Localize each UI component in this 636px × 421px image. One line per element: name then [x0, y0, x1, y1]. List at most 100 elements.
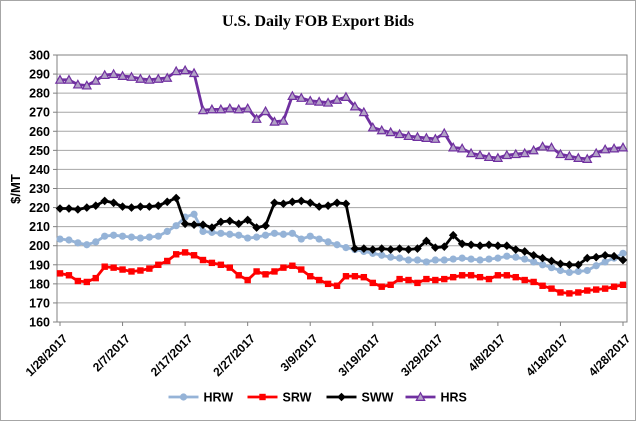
x-tick-label-group: 3/19/2017 — [335, 331, 383, 379]
marker-square — [530, 278, 537, 286]
legend-label-HRW: HRW — [204, 391, 234, 405]
marker-triangle — [510, 148, 521, 159]
marker-triangle — [474, 149, 486, 160]
marker-diamond — [565, 260, 574, 270]
marker-triangle — [358, 106, 370, 117]
series-HRS — [54, 64, 629, 163]
marker-circle — [154, 232, 162, 240]
marker-square — [217, 261, 225, 268]
y-tick-label-240: 240 — [29, 163, 50, 177]
marker-diamond — [180, 219, 190, 229]
marker-diamond — [582, 253, 592, 263]
marker-square — [262, 271, 269, 278]
marker-triangle — [519, 147, 530, 158]
marker-square — [235, 272, 242, 279]
marker-triangle — [412, 131, 423, 142]
marker-diamond — [547, 256, 556, 266]
x-tick-label: 4/8/2017 — [465, 331, 508, 374]
marker-square — [155, 261, 162, 268]
marker-triangle — [537, 141, 548, 151]
marker-triangle — [206, 103, 218, 114]
marker-diamond — [395, 244, 404, 253]
marker-diamond — [109, 198, 118, 208]
marker-triangle — [135, 73, 146, 83]
marker-square — [369, 279, 376, 287]
marker-diamond — [288, 197, 297, 207]
marker-diamond — [475, 241, 485, 251]
marker-triangle — [144, 74, 155, 84]
marker-circle — [324, 238, 332, 246]
marker-diamond — [484, 240, 494, 250]
marker-square — [181, 249, 189, 256]
legend-label-HRS: HRS — [441, 391, 467, 405]
y-tick-label-300: 300 — [29, 49, 50, 63]
marker-circle — [110, 231, 118, 239]
marker-diamond — [341, 199, 351, 209]
marker-circle — [485, 255, 493, 263]
marker-triangle — [546, 142, 557, 152]
marker-circle — [136, 234, 145, 242]
marker-square — [137, 267, 144, 274]
marker-diamond — [73, 205, 83, 214]
marker-square — [164, 257, 171, 265]
marker-diamond — [337, 392, 346, 402]
marker-diamond — [359, 244, 369, 253]
marker-circle — [127, 233, 136, 241]
marker-triangle — [117, 70, 128, 80]
marker-triangle — [269, 116, 280, 126]
marker-square — [271, 268, 278, 275]
marker-square — [360, 273, 368, 281]
marker-triangle — [367, 122, 378, 132]
marker-diamond — [279, 199, 288, 209]
marker-diamond — [502, 241, 512, 251]
marker-diamond — [189, 220, 199, 230]
marker-circle — [512, 253, 520, 261]
y-tick-label-280: 280 — [29, 87, 50, 101]
marker-diamond — [162, 197, 172, 207]
marker-triangle — [197, 104, 209, 115]
marker-triangle — [162, 72, 173, 82]
marker-square — [324, 280, 332, 288]
marker-circle — [413, 256, 422, 264]
marker-triangle — [313, 96, 325, 106]
marker-triangle — [287, 90, 298, 101]
marker-circle — [565, 268, 573, 277]
legend-item-HRS: HRS — [405, 391, 467, 405]
marker-circle — [235, 231, 243, 239]
marker-triangle — [456, 143, 468, 153]
marker-diamond — [574, 260, 583, 270]
y-tick-label-180: 180 — [29, 277, 50, 291]
marker-triangle — [54, 74, 66, 84]
marker-triangle — [331, 94, 343, 104]
marker-square — [342, 273, 350, 280]
marker-circle — [538, 261, 547, 269]
marker-circle — [404, 256, 413, 264]
y-axis-title: $/MT — [8, 174, 23, 204]
marker-circle — [601, 258, 609, 266]
marker-square — [333, 282, 341, 289]
legend-label-SWW: SWW — [362, 391, 394, 405]
marker-square — [83, 278, 91, 286]
data-series — [54, 64, 629, 297]
marker-diamond — [413, 244, 422, 253]
marker-circle — [74, 239, 82, 247]
marker-square — [458, 272, 466, 279]
marker-diamond — [100, 196, 109, 206]
marker-circle — [279, 230, 288, 238]
marker-triangle — [126, 71, 137, 81]
marker-square — [450, 273, 457, 281]
marker-triangle — [108, 68, 119, 79]
marker-square — [110, 264, 117, 271]
marker-circle — [145, 233, 153, 241]
legend-label-SRW: SRW — [283, 391, 312, 405]
series-line-SRW — [58, 250, 625, 295]
marker-diamond — [216, 217, 226, 227]
marker-circle — [458, 254, 466, 262]
marker-diamond — [556, 259, 565, 269]
marker-square — [521, 276, 528, 284]
marker-square — [476, 273, 484, 281]
marker-diamond — [350, 244, 360, 253]
marker-triangle — [224, 102, 236, 113]
marker-circle — [467, 255, 475, 263]
y-tick-label-210: 210 — [29, 220, 50, 234]
